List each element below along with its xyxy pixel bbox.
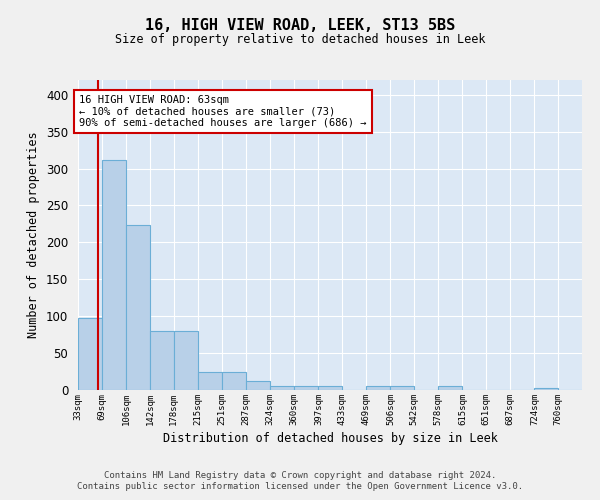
- Bar: [438, 386, 462, 390]
- Bar: [102, 160, 125, 390]
- Bar: [174, 331, 197, 390]
- Text: Contains public sector information licensed under the Open Government Licence v3: Contains public sector information licen…: [77, 482, 523, 491]
- Bar: [391, 386, 414, 390]
- Text: Size of property relative to detached houses in Leek: Size of property relative to detached ho…: [115, 32, 485, 46]
- Bar: [366, 386, 390, 390]
- Bar: [150, 331, 174, 390]
- Y-axis label: Number of detached properties: Number of detached properties: [28, 132, 40, 338]
- Text: Contains HM Land Registry data © Crown copyright and database right 2024.: Contains HM Land Registry data © Crown c…: [104, 470, 496, 480]
- Bar: [78, 318, 102, 390]
- Bar: [270, 386, 294, 390]
- Bar: [319, 386, 342, 390]
- Bar: [126, 226, 150, 390]
- Bar: [294, 386, 318, 390]
- Bar: [535, 388, 558, 390]
- Bar: [198, 372, 222, 390]
- Bar: [222, 372, 246, 390]
- X-axis label: Distribution of detached houses by size in Leek: Distribution of detached houses by size …: [163, 432, 497, 445]
- Bar: [246, 381, 269, 390]
- Text: 16 HIGH VIEW ROAD: 63sqm
← 10% of detached houses are smaller (73)
90% of semi-d: 16 HIGH VIEW ROAD: 63sqm ← 10% of detach…: [79, 95, 367, 128]
- Text: 16, HIGH VIEW ROAD, LEEK, ST13 5BS: 16, HIGH VIEW ROAD, LEEK, ST13 5BS: [145, 18, 455, 32]
